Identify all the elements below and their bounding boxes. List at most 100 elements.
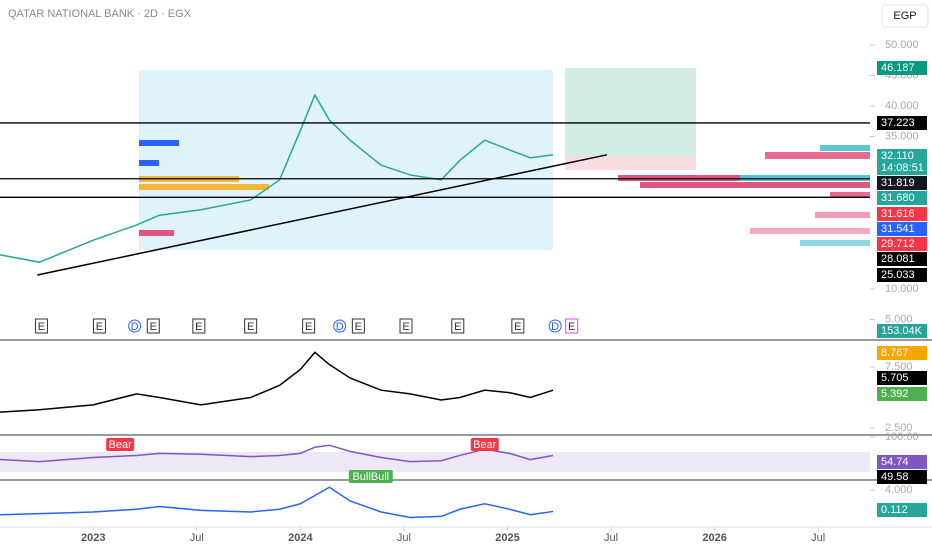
event-label: E — [195, 321, 202, 333]
event-marker: E — [451, 318, 465, 334]
price-badge: 0.112 — [877, 503, 927, 517]
price-badge-label: 54.74 — [881, 456, 909, 468]
event-label: E — [150, 321, 157, 333]
trend-line — [37, 154, 608, 276]
event-icon — [333, 319, 347, 333]
event-icon — [351, 318, 365, 334]
price-badge-label: 46.187 — [881, 62, 915, 74]
price-badge-box — [877, 387, 927, 401]
event-marker: E — [399, 318, 413, 334]
y-tick-label: 5.000 — [885, 313, 913, 325]
currency-box[interactable] — [881, 4, 929, 28]
event-marker: E — [92, 318, 106, 334]
price-badge: 8.767 — [877, 346, 927, 360]
event-icon — [302, 318, 316, 334]
chart-title: QATAR NATIONAL BANK · 2D · EGX — [8, 8, 192, 20]
price-badge: 46.187 — [877, 61, 927, 75]
event-marker: E — [244, 318, 258, 334]
event-icon — [34, 318, 48, 334]
price-badge-label: 29.712 — [881, 238, 915, 250]
price-badge: 28.081 — [877, 252, 927, 266]
price-badge: 25.033 — [877, 268, 927, 282]
price-badge-label: 8.767 — [881, 347, 909, 359]
price-badge-label: 14:08:51 — [881, 162, 924, 174]
price-badge-box — [877, 371, 927, 385]
y-tick-label: 2.500 — [885, 422, 913, 434]
event-label: E — [96, 321, 103, 333]
price-badge: 37.223 — [877, 116, 927, 130]
x-tick-label: Jul — [811, 532, 825, 544]
event-label: D — [131, 321, 139, 333]
event-icon — [399, 318, 413, 334]
event-icon — [146, 318, 160, 334]
event-label: E — [38, 321, 45, 333]
price-badge-box — [877, 207, 927, 221]
series-line — [0, 486, 554, 519]
event-marker: E — [34, 318, 48, 334]
price-badge-box — [877, 161, 927, 175]
price-badge: 31.616 — [877, 207, 927, 221]
price-badge-label: 153.04K — [881, 325, 923, 337]
price-badge: 5.705 — [877, 371, 927, 385]
series-line — [0, 93, 554, 263]
price-badge: 153.04K — [877, 324, 927, 338]
range-box — [139, 70, 553, 250]
signal-label: Bear — [109, 439, 133, 451]
x-tick-label: 2023 — [81, 532, 105, 544]
price-badge-label: 37.223 — [881, 117, 915, 129]
price-badge-box — [877, 252, 927, 266]
x-tick-label: Jul — [190, 532, 204, 544]
event-label: E — [305, 321, 312, 333]
price-badge-box — [877, 149, 927, 163]
currency[interactable]: EGP — [893, 10, 916, 22]
price-badge: 31.680 — [877, 191, 927, 205]
event-icon — [128, 319, 142, 333]
price-badge-label: 31.819 — [881, 177, 915, 189]
event-marker: D — [548, 319, 562, 333]
price-badge-label: 31.616 — [881, 208, 915, 220]
price-badge-label: 25.033 — [881, 269, 915, 281]
event-marker: E — [511, 318, 525, 334]
x-tick-label: Jul — [604, 532, 618, 544]
event-marker: E — [351, 318, 365, 334]
event-label: E — [247, 321, 254, 333]
x-tick-label: 2024 — [288, 532, 313, 544]
signal-annotation: Bear — [470, 438, 499, 451]
price-badge: 14:08:51 — [877, 161, 927, 175]
event-icon — [451, 318, 465, 334]
price-badge-label: 5.392 — [881, 388, 909, 400]
event-label: E — [514, 321, 521, 333]
event-marker: D — [333, 319, 347, 333]
event-marker: E — [565, 318, 579, 334]
price-badge-box — [877, 470, 927, 484]
event-marker: E — [192, 318, 206, 334]
x-tick-label: 2026 — [702, 532, 726, 544]
price-badge-box — [877, 346, 927, 360]
price-badge-box — [877, 324, 927, 338]
y-tick-label: 7.500 — [885, 361, 913, 373]
price-badge: 31.541 — [877, 222, 927, 236]
signal-box — [348, 470, 393, 483]
y-tick-label: 35.000 — [885, 130, 919, 142]
target-box — [565, 68, 696, 156]
price-badge-box — [877, 61, 927, 75]
event-label: E — [454, 321, 461, 333]
event-label: E — [402, 321, 409, 333]
price-badge-label: 31.680 — [881, 192, 915, 204]
event-label: E — [568, 321, 575, 333]
price-badge-box — [877, 176, 927, 190]
price-badge-box — [877, 191, 927, 205]
price-badge-box — [877, 116, 927, 130]
y-tick-label: 40.000 — [885, 100, 919, 112]
event-marker: D — [128, 319, 142, 333]
price-badge: 32.110 — [877, 149, 927, 163]
series-line — [0, 351, 554, 413]
x-tick-label: Jul — [397, 532, 411, 544]
price-badge-label: 28.081 — [881, 253, 915, 265]
x-tick-label: 2025 — [495, 532, 519, 544]
price-badge: 31.819 — [877, 176, 927, 190]
stop-box — [565, 156, 696, 170]
y-tick-label: 4.000 — [885, 484, 913, 496]
event-icon — [565, 318, 579, 334]
